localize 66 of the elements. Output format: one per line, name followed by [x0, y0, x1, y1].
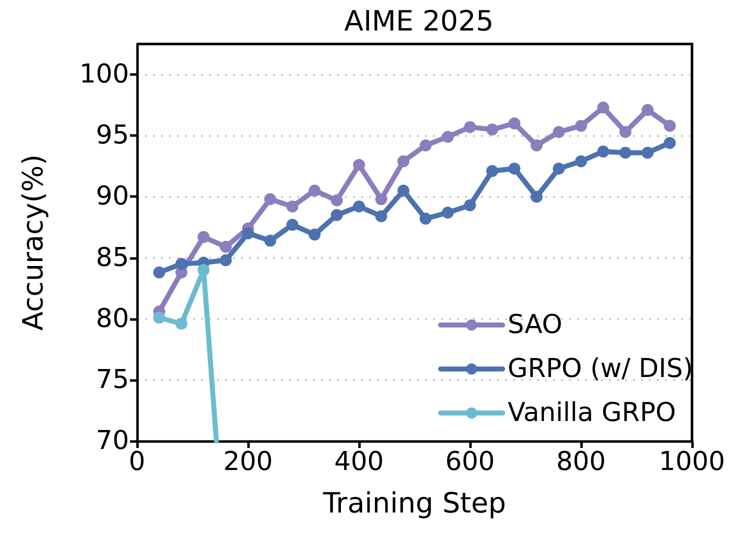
x-tick-label: 1000 [658, 447, 726, 477]
point [552, 126, 565, 138]
chart-title: AIME 2025 [344, 4, 494, 38]
point [375, 210, 388, 222]
x-tick-label: 800 [556, 447, 606, 477]
point [597, 102, 610, 114]
point [619, 146, 632, 159]
point [220, 240, 232, 253]
legend-label: SAO [508, 310, 562, 340]
point [308, 228, 321, 241]
point [464, 121, 476, 134]
point [530, 190, 543, 203]
point [330, 194, 343, 206]
point [420, 139, 432, 152]
point [198, 231, 210, 243]
point [198, 264, 210, 276]
point [642, 104, 654, 116]
point [264, 234, 276, 247]
point [552, 162, 565, 175]
point [308, 184, 321, 197]
y-tick-label: 85 [96, 242, 129, 273]
point [153, 266, 166, 278]
point [619, 126, 632, 138]
point [353, 200, 365, 212]
point [664, 136, 676, 149]
x-tick-label: 600 [445, 447, 495, 477]
point [642, 146, 654, 159]
point [530, 139, 543, 152]
point [286, 200, 298, 212]
point [508, 117, 520, 130]
point [597, 146, 610, 158]
point [486, 165, 498, 178]
point [242, 227, 254, 240]
x-tick-label: 400 [334, 447, 384, 477]
point [264, 193, 276, 206]
x-axis-title: Training Step [322, 486, 506, 520]
point [442, 130, 454, 143]
point [486, 124, 498, 136]
x-tick-label: 0 [128, 447, 146, 477]
point [464, 199, 476, 212]
point [286, 218, 298, 231]
y-tick-label: 100 [79, 60, 129, 90]
point [330, 209, 343, 222]
point [153, 312, 166, 324]
y-axis-title: Accuracy(%) [16, 154, 50, 331]
legend-label: GRPO (w/ DIS) [508, 354, 693, 384]
point [353, 158, 365, 171]
y-tick-label: 70 [96, 426, 129, 456]
point [575, 155, 587, 168]
point [575, 120, 587, 132]
point [508, 162, 520, 175]
x-tick-label: 200 [223, 447, 273, 477]
point [175, 318, 188, 330]
point [175, 258, 188, 270]
point [220, 254, 232, 266]
point [420, 212, 432, 225]
point [375, 193, 388, 206]
point [397, 155, 410, 168]
point [442, 206, 454, 219]
y-tick-label: 95 [96, 120, 129, 151]
point [397, 184, 410, 197]
legend-label: Vanilla GRPO [508, 398, 676, 428]
point [664, 120, 676, 132]
y-tick-label: 90 [96, 182, 129, 212]
y-tick-label: 75 [96, 364, 129, 395]
y-tick-label: 80 [96, 304, 129, 334]
